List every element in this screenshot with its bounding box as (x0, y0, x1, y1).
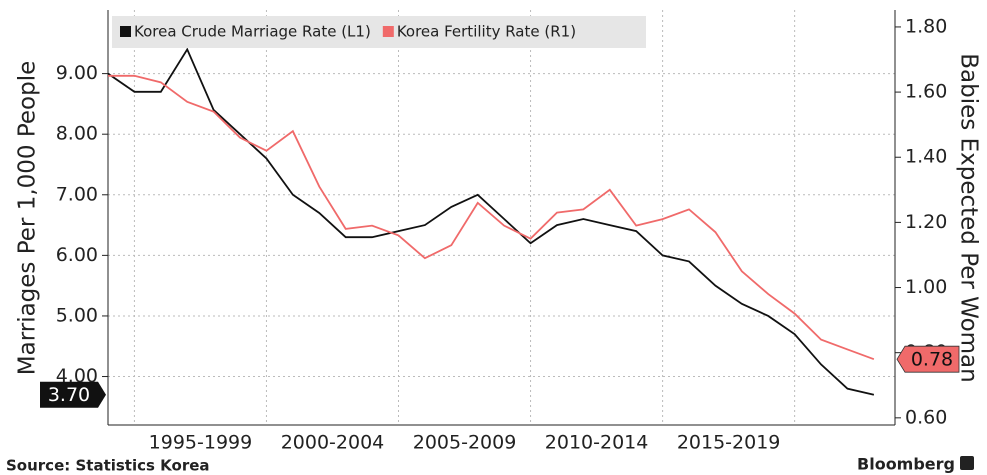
y-tick-label: 8.00 (56, 123, 98, 145)
y-tick-label: 9.00 (56, 62, 98, 84)
y-axis-label: Marriages Per 1,000 People (15, 61, 41, 376)
last-value-box (40, 381, 106, 408)
series-line (107, 47, 875, 396)
x-tick-label: 2015-2019 (677, 432, 781, 454)
y-tick-label: 5.00 (56, 304, 98, 326)
source: Source: Statistics Korea (6, 457, 210, 475)
legend-swatch (120, 26, 131, 37)
y2-tick-label: 1.00 (905, 276, 947, 298)
y2-tick-label: 1.40 (905, 146, 947, 168)
y2-tick-label: 0.60 (905, 406, 947, 428)
y-tick-label: 6.00 (56, 244, 98, 266)
y-tick-label: 7.00 (56, 183, 98, 205)
legend-label: Korea Crude Marriage Rate (L1) (134, 23, 371, 41)
y2-axis-label: Babies Expected Per Woman (956, 53, 982, 382)
brand-icon (960, 456, 974, 470)
y2-tick-label: 1.80 (905, 15, 947, 37)
x-tick-label: 1995-1999 (149, 432, 253, 454)
x-tick-label: 2000-2004 (281, 432, 385, 454)
x-tick-label: 2005-2009 (413, 432, 517, 454)
y-tick-label: 4.00 (56, 365, 98, 387)
legend-swatch (382, 26, 394, 37)
x-tick-label: 2010-2014 (545, 432, 649, 454)
legend-label: Korea Fertility Rate (R1) (397, 23, 576, 41)
y2-tick-label: 1.60 (905, 81, 947, 103)
last-value-box (896, 345, 960, 373)
last-value-label: 0.78 (911, 349, 953, 371)
brand: Bloomberg (857, 455, 955, 474)
series-line (108, 74, 875, 361)
y2-tick-label: 1.20 (905, 211, 947, 233)
legend: Korea Crude Marriage Rate (L1) Korea Fert… (112, 16, 646, 48)
last-value-label: 3.70 (48, 384, 90, 406)
legend-bg (112, 16, 646, 48)
